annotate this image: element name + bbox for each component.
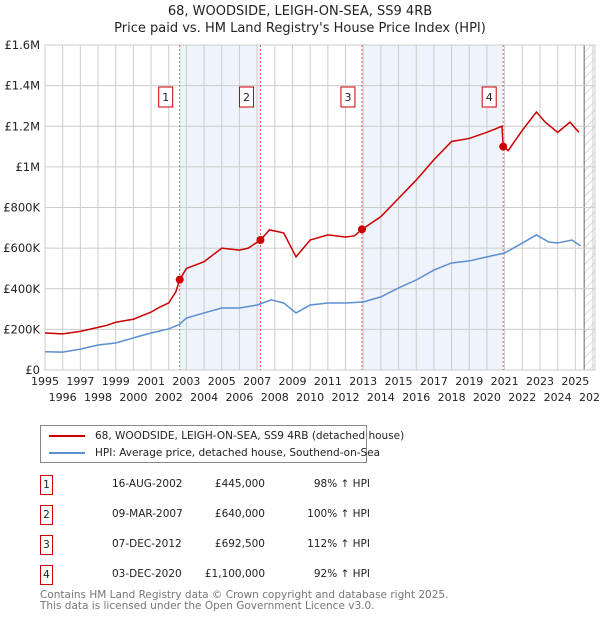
sale-point [175, 275, 184, 284]
x-tick-label: 2026 [579, 391, 600, 404]
footer: Contains HM Land Registry data © Crown c… [40, 590, 448, 612]
sale-price: £445,000 [214, 478, 265, 490]
x-tick-label: 2022 [508, 391, 536, 404]
x-tick-label: 2019 [455, 375, 483, 388]
sale-hpi-change: 112% ↑ HPI [307, 538, 370, 550]
sale-number-badge: 4 [40, 565, 53, 585]
sale-row: 1 16-AUG-2002 £445,000 98% ↑ HPI [40, 475, 440, 495]
sale-label-box [238, 86, 254, 108]
chart-title: 68, WOODSIDE, LEIGH-ON-SEA, SS9 4RB [167, 4, 433, 19]
chart-subtitle: Price paid vs. HM Land Registry's House … [114, 21, 486, 36]
series-line [44, 234, 582, 353]
x-tick-label: 2023 [526, 375, 554, 388]
x-tick-label: 2017 [420, 375, 448, 388]
legend-item-property: 68, WOODSIDE, LEIGH-ON-SEA, SS9 4RB (det… [49, 428, 404, 444]
legend-label: 68, WOODSIDE, LEIGH-ON-SEA, SS9 4RB (det… [95, 430, 405, 442]
sale-hpi-change: 92% ↑ HPI [313, 568, 370, 580]
x-tick-label: 2009 [278, 375, 306, 388]
y-tick-label: £1.4M [4, 79, 40, 93]
sale-label: 4 [486, 91, 493, 104]
x-tick-label: 2005 [208, 375, 236, 388]
x-tick-label: 2018 [438, 391, 466, 404]
y-tick-label: £600K [3, 241, 40, 255]
sale-date: 03-DEC-2020 [112, 568, 182, 580]
x-tick-label: 2003 [172, 375, 200, 388]
footer-line-1: Contains HM Land Registry data © Crown c… [40, 589, 449, 601]
sale-label: 3 [344, 91, 351, 104]
sale-label-box [481, 86, 497, 108]
x-tick-label: 2015 [385, 375, 413, 388]
sale-date: 16-AUG-2002 [112, 478, 183, 490]
sale-label: 1 [162, 91, 169, 104]
x-tick-label: 2007 [243, 375, 271, 388]
sale-date: 07-DEC-2012 [112, 538, 182, 550]
x-tick-label: 2016 [402, 391, 430, 404]
plot-border [44, 44, 596, 371]
y-tick-label: £200K [3, 322, 40, 336]
footer-line-2: This data is licensed under the Open Gov… [40, 600, 375, 612]
y-tick-label: £800K [3, 201, 40, 215]
x-tick-label: 1995 [31, 375, 59, 388]
sale-label: 2 [243, 91, 250, 104]
sale-number-badge: 2 [40, 505, 53, 525]
y-tick-label: £400K [3, 282, 40, 296]
x-tick-label: 2012 [332, 391, 360, 404]
x-tick-label: 2001 [137, 375, 165, 388]
x-tick-label: 2011 [314, 375, 342, 388]
legend-label: HPI: Average price, detached house, Sout… [95, 447, 381, 459]
x-tick-label: 1999 [102, 375, 130, 388]
legend-swatch-blue [49, 452, 85, 454]
sale-row: 4 03-DEC-2020 £1,100,000 92% ↑ HPI [40, 565, 440, 585]
x-tick-label: 2020 [473, 391, 501, 404]
x-tick-label: 2025 [561, 375, 589, 388]
x-tick-label: 2021 [491, 375, 519, 388]
sale-price: £692,500 [214, 538, 265, 550]
sale-point [256, 236, 265, 244]
x-tick-label: 2004 [190, 391, 218, 404]
y-tick-label: £0 [25, 363, 40, 377]
legend-item-hpi: HPI: Average price, detached house, Sout… [49, 445, 380, 461]
x-tick-label: 1997 [66, 375, 94, 388]
sale-hpi-change: 100% ↑ HPI [307, 508, 370, 520]
x-tick-label: 1998 [84, 391, 112, 404]
y-tick-label: £1.2M [4, 119, 40, 133]
sale-hpi-change: 98% ↑ HPI [313, 478, 370, 490]
sale-row: 3 07-DEC-2012 £692,500 112% ↑ HPI [40, 535, 440, 555]
sale-number-badge: 1 [40, 475, 53, 495]
y-tick-label: £1M [15, 160, 40, 174]
y-tick-label: £1.6M [4, 38, 40, 52]
x-tick-label: 2024 [544, 391, 572, 404]
x-tick-label: 2014 [367, 391, 395, 404]
sale-label-box [340, 86, 356, 108]
x-tick-label: 2008 [261, 391, 289, 404]
x-tick-label: 2006 [225, 391, 253, 404]
sale-number-badge: 3 [40, 535, 53, 555]
sale-label-box [158, 86, 174, 108]
x-tick-label: 2013 [349, 375, 377, 388]
sale-price: £640,000 [214, 508, 265, 520]
legend: 68, WOODSIDE, LEIGH-ON-SEA, SS9 4RB (det… [40, 425, 404, 463]
x-tick-label: 2010 [296, 391, 324, 404]
sale-date: 09-MAR-2007 [112, 508, 183, 520]
x-tick-label: 2002 [155, 391, 183, 404]
legend-swatch-red [49, 435, 85, 437]
x-tick-label: 2000 [119, 391, 147, 404]
sale-row: 2 09-MAR-2007 £640,000 100% ↑ HPI [40, 505, 440, 525]
sale-point [499, 142, 508, 151]
price-chart: 1995 1996 1997 1998 1999 2000 2001 2002 2003 2004… [3, 38, 600, 404]
x-tick-label: 1996 [49, 391, 77, 404]
sale-price: £1,100,000 [204, 568, 265, 580]
sale-point [357, 225, 366, 234]
